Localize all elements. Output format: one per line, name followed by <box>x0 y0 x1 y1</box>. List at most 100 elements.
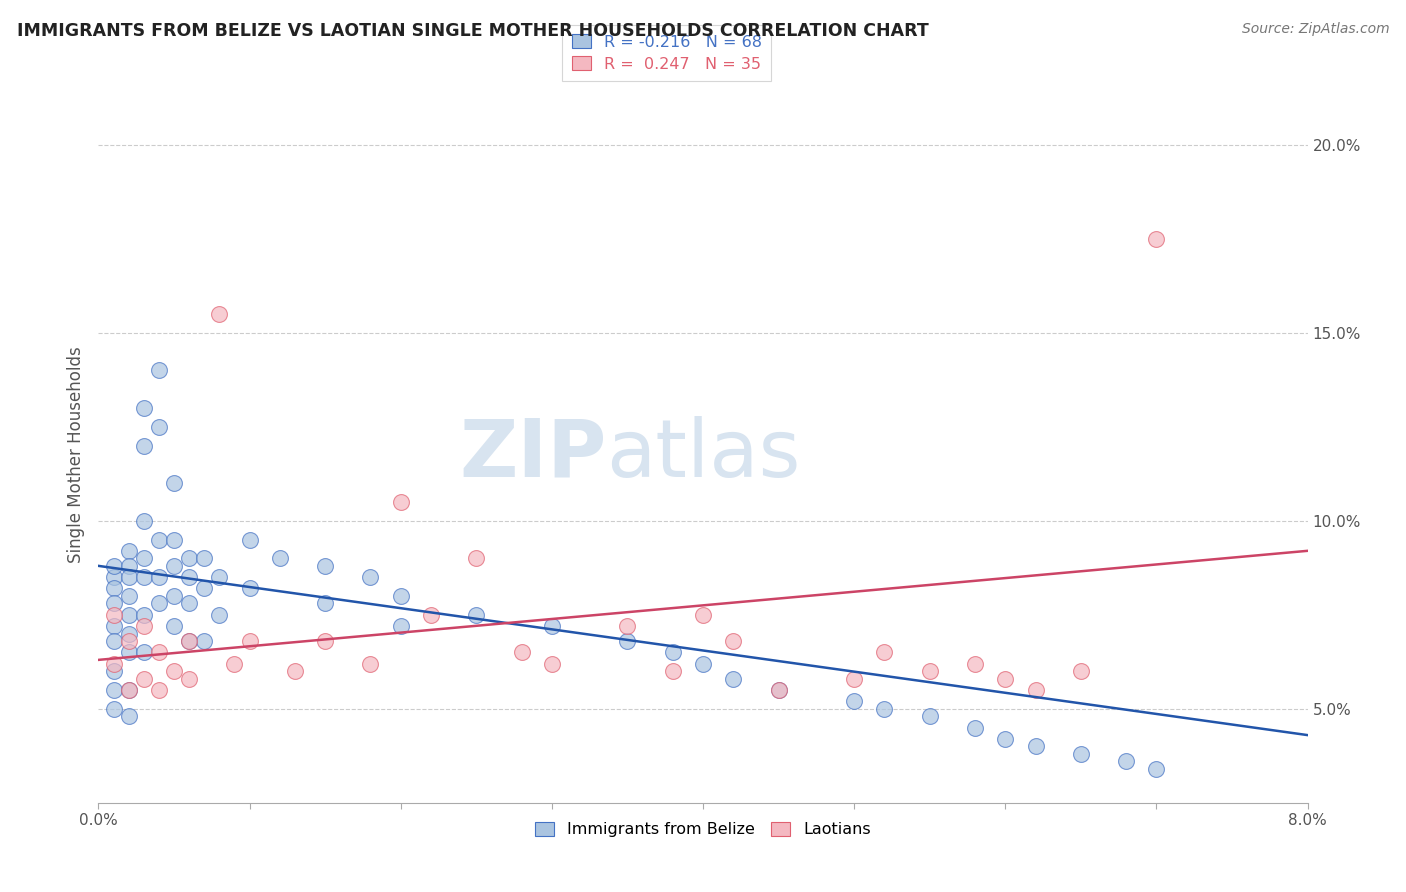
Point <box>118 607 141 622</box>
Point <box>132 438 155 452</box>
Text: IMMIGRANTS FROM BELIZE VS LAOTIAN SINGLE MOTHER HOUSEHOLDS CORRELATION CHART: IMMIGRANTS FROM BELIZE VS LAOTIAN SINGLE… <box>17 22 928 40</box>
Point <box>179 672 201 686</box>
Point <box>723 634 745 648</box>
Point <box>163 664 186 678</box>
Point <box>389 589 412 603</box>
Point <box>208 607 231 622</box>
Point <box>193 634 215 648</box>
Point <box>132 551 155 566</box>
Point <box>540 619 562 633</box>
Text: atlas: atlas <box>606 416 800 494</box>
Point <box>844 672 866 686</box>
Point <box>360 570 382 584</box>
Point <box>148 570 170 584</box>
Point <box>148 645 170 659</box>
Point <box>208 307 231 321</box>
Point <box>661 664 683 678</box>
Point <box>239 582 262 596</box>
Point <box>1070 664 1092 678</box>
Point <box>239 634 262 648</box>
Point <box>148 683 170 698</box>
Point <box>314 597 336 611</box>
Point <box>118 683 141 698</box>
Point <box>616 634 638 648</box>
Point <box>163 589 186 603</box>
Point <box>179 551 201 566</box>
Point <box>208 570 231 584</box>
Point <box>118 570 141 584</box>
Point <box>1025 739 1047 754</box>
Point <box>616 619 638 633</box>
Point <box>132 570 155 584</box>
Point <box>179 597 201 611</box>
Point <box>132 607 155 622</box>
Text: ZIP: ZIP <box>458 416 606 494</box>
Point <box>239 533 262 547</box>
Point <box>510 645 533 659</box>
Legend: Immigrants from Belize, Laotians: Immigrants from Belize, Laotians <box>529 815 877 844</box>
Point <box>873 645 896 659</box>
Point <box>118 683 141 698</box>
Point <box>1025 683 1047 698</box>
Point <box>163 619 186 633</box>
Point <box>465 551 488 566</box>
Point <box>148 419 170 434</box>
Point <box>103 597 125 611</box>
Point <box>118 544 141 558</box>
Point <box>103 570 125 584</box>
Point <box>148 597 170 611</box>
Point <box>918 709 941 723</box>
Point <box>103 683 125 698</box>
Point <box>768 683 790 698</box>
Point <box>965 657 987 671</box>
Point <box>179 634 201 648</box>
Y-axis label: Single Mother Households: Single Mother Households <box>66 347 84 563</box>
Point <box>314 558 336 573</box>
Point <box>661 645 683 659</box>
Point <box>193 551 215 566</box>
Point <box>1146 232 1168 246</box>
Point <box>420 607 443 622</box>
Point <box>103 702 125 716</box>
Point <box>179 634 201 648</box>
Point <box>193 582 215 596</box>
Point <box>692 607 714 622</box>
Point <box>148 363 170 377</box>
Point <box>389 619 412 633</box>
Point <box>723 672 745 686</box>
Point <box>994 672 1017 686</box>
Point <box>103 607 125 622</box>
Point <box>118 589 141 603</box>
Point <box>224 657 246 671</box>
Point <box>118 626 141 640</box>
Point <box>118 558 141 573</box>
Point <box>965 721 987 735</box>
Point <box>103 657 125 671</box>
Point <box>844 694 866 708</box>
Point <box>148 533 170 547</box>
Point <box>103 582 125 596</box>
Point <box>118 634 141 648</box>
Point <box>314 634 336 648</box>
Point <box>132 672 155 686</box>
Point <box>1146 762 1168 776</box>
Point <box>179 570 201 584</box>
Point <box>103 558 125 573</box>
Point <box>269 551 291 566</box>
Point <box>284 664 307 678</box>
Point <box>163 476 186 491</box>
Point <box>465 607 488 622</box>
Point <box>692 657 714 671</box>
Point <box>103 664 125 678</box>
Point <box>918 664 941 678</box>
Point <box>994 731 1017 746</box>
Point <box>540 657 562 671</box>
Point <box>132 401 155 415</box>
Point <box>132 619 155 633</box>
Point <box>132 514 155 528</box>
Point <box>873 702 896 716</box>
Point <box>132 645 155 659</box>
Point <box>389 495 412 509</box>
Point <box>103 634 125 648</box>
Point <box>1115 755 1137 769</box>
